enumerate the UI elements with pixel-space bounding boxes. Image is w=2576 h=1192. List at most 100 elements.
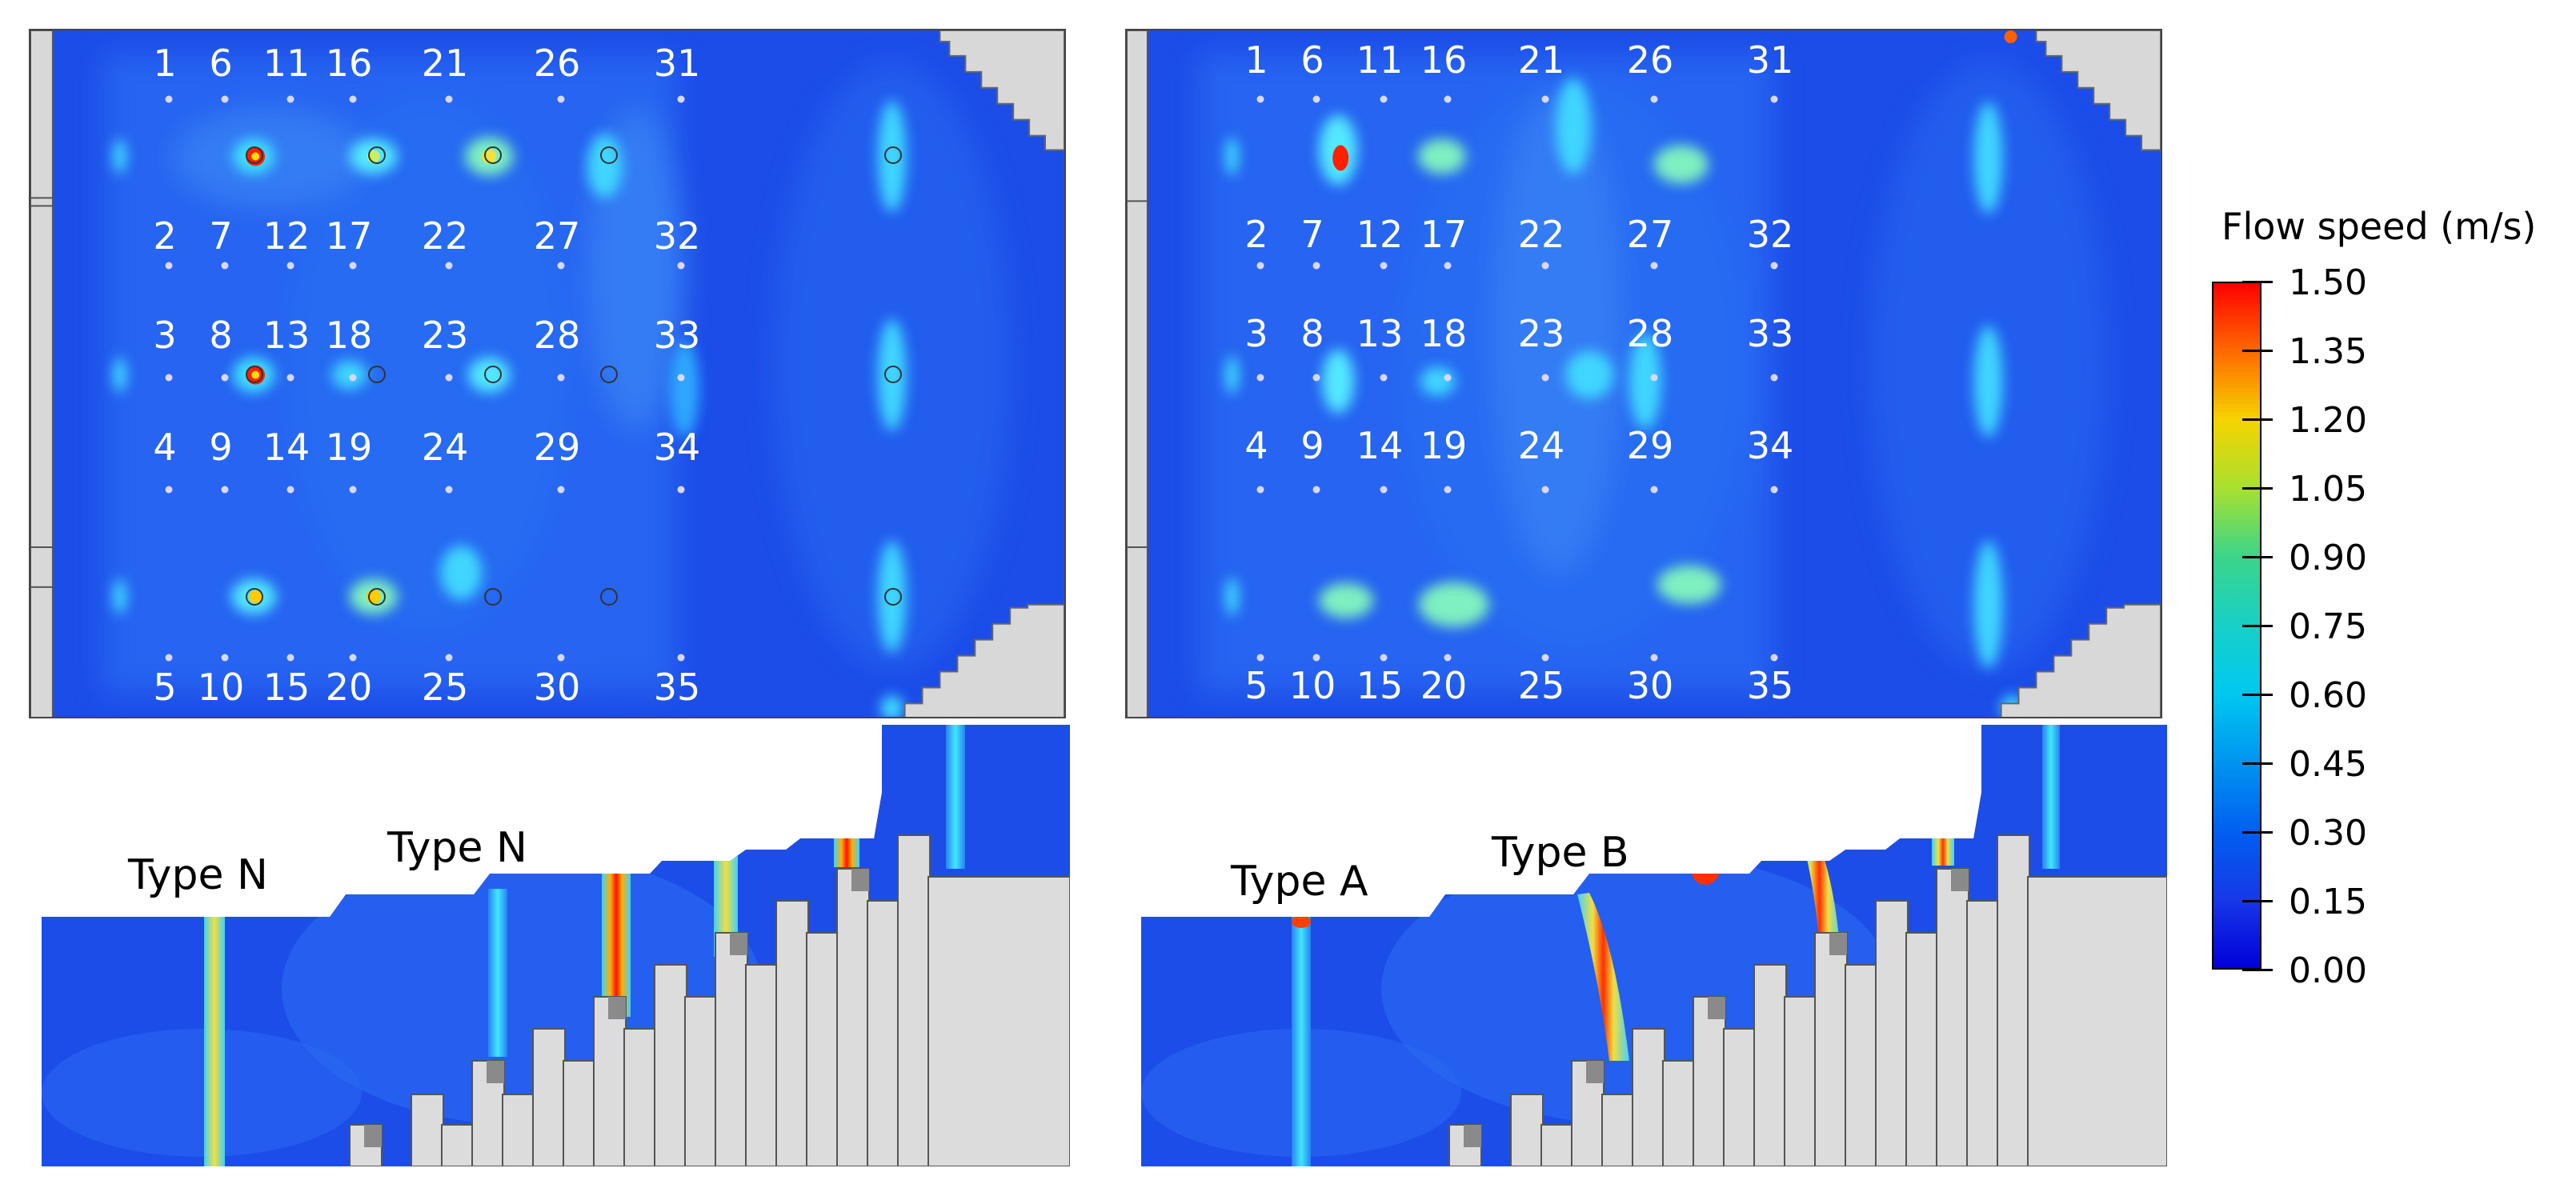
- measurement-point: [165, 654, 173, 662]
- point-label-2: 2: [153, 214, 177, 258]
- measurement-point: [557, 654, 565, 662]
- measurement-point: [1541, 374, 1549, 382]
- jet-outlet-marker: [484, 366, 502, 383]
- point-label-27: 27: [1626, 213, 1674, 256]
- point-label-11: 11: [262, 42, 310, 85]
- measurement-point: [165, 262, 173, 270]
- measurement-point: [1312, 486, 1320, 494]
- jet-outlet-marker: [600, 588, 618, 606]
- point-label-33: 33: [1746, 312, 1794, 355]
- point-label-17: 17: [325, 214, 373, 258]
- measurement-point: [349, 95, 357, 103]
- point-label-18: 18: [1420, 312, 1468, 355]
- point-label-31: 31: [653, 42, 701, 85]
- colorbar-tick-label: 1.05: [2289, 469, 2367, 510]
- measurement-point: [1444, 95, 1452, 103]
- measurement-point: [1312, 374, 1320, 382]
- measurement-point: [557, 486, 565, 494]
- profile-view-right: Type A Type B: [1141, 725, 2168, 1167]
- colorbar-tick-label: 1.35: [2289, 331, 2367, 372]
- colorbar-tick-mark: [2242, 625, 2273, 627]
- measurement-point: [1650, 374, 1658, 382]
- point-label-18: 18: [325, 314, 373, 357]
- measurement-point: [1650, 95, 1658, 103]
- flow-field-profile-left: [42, 725, 1071, 1167]
- measurement-point: [1650, 654, 1658, 662]
- colorbar-tick-mark: [2242, 969, 2273, 971]
- point-label-33: 33: [653, 314, 701, 357]
- measurement-point: [221, 262, 229, 270]
- colorbar-tick-mark: [2242, 487, 2273, 490]
- measurement-point: [677, 95, 685, 103]
- jet-outlet-marker: [246, 146, 263, 164]
- point-label-28: 28: [1626, 312, 1674, 355]
- type-label-right-1: Type A: [1231, 858, 1368, 906]
- point-label-23: 23: [1517, 312, 1565, 355]
- measurement-point: [1541, 262, 1549, 270]
- point-label-30: 30: [1626, 664, 1674, 707]
- colorbar-tick-label: 1.50: [2289, 262, 2367, 303]
- point-label-23: 23: [421, 314, 469, 357]
- measurement-point: [349, 262, 357, 270]
- point-label-12: 12: [1356, 213, 1404, 256]
- colorbar-title: Flow speed (m/s): [2221, 205, 2537, 248]
- point-label-22: 22: [1517, 213, 1565, 256]
- measurement-point: [286, 486, 294, 494]
- measurement-point: [445, 654, 453, 662]
- measurement-point: [1770, 95, 1778, 103]
- jet-outlet-marker: [884, 588, 902, 606]
- measurement-points-left: 1 6 11 16 21 26 31 2 7 12 17 22 27 32 3 8 13 18 23 28 33 4 9 14…: [29, 29, 1066, 718]
- measurement-point: [1380, 95, 1388, 103]
- point-label-25: 25: [1517, 664, 1565, 707]
- jet-outlet-marker: [600, 146, 618, 164]
- point-label-15: 15: [262, 666, 310, 709]
- measurement-point: [1770, 262, 1778, 270]
- colorbar-tick-mark: [2242, 762, 2273, 765]
- colorbar-tick-label: 0.15: [2289, 882, 2367, 922]
- point-label-35: 35: [653, 666, 701, 709]
- point-label-3: 3: [1244, 312, 1268, 355]
- jet-outlet-marker: [368, 146, 386, 164]
- measurement-point: [445, 95, 453, 103]
- point-label-21: 21: [421, 42, 469, 85]
- colorbar-tick-mark: [2242, 556, 2273, 558]
- colorbar-tick-mark: [2242, 900, 2273, 902]
- jet-outlet-marker: [368, 588, 386, 606]
- colorbar-tick-label: 0.45: [2289, 744, 2367, 785]
- point-label-2: 2: [1244, 213, 1268, 256]
- jet-outlet-marker: [368, 366, 386, 383]
- measurement-point: [1770, 374, 1778, 382]
- measurement-point: [1256, 654, 1264, 662]
- measurement-point: [1770, 654, 1778, 662]
- jet-outlet-marker: [884, 366, 902, 383]
- point-label-35: 35: [1746, 664, 1794, 707]
- point-label-5: 5: [153, 666, 177, 709]
- point-label-34: 34: [1746, 424, 1794, 467]
- point-label-15: 15: [1356, 664, 1404, 707]
- point-label-34: 34: [653, 426, 701, 469]
- measurement-point: [1312, 95, 1320, 103]
- measurement-point: [1256, 262, 1264, 270]
- colorbar-tick-mark: [2242, 350, 2273, 352]
- measurement-point: [677, 374, 685, 382]
- measurement-point: [677, 262, 685, 270]
- measurement-point: [1541, 654, 1549, 662]
- plan-view-right: [1125, 29, 2162, 718]
- measurement-point: [1256, 374, 1264, 382]
- measurement-point: [1770, 486, 1778, 494]
- point-label-20: 20: [1420, 664, 1468, 707]
- measurement-point: [221, 374, 229, 382]
- type-label-left-1: Type N: [128, 851, 268, 899]
- colorbar-tick-mark: [2242, 694, 2273, 696]
- point-label-29: 29: [533, 426, 581, 469]
- point-label-14: 14: [1356, 424, 1404, 467]
- measurement-point: [557, 95, 565, 103]
- point-label-5: 5: [1244, 664, 1268, 707]
- point-label-16: 16: [325, 42, 373, 85]
- point-label-25: 25: [421, 666, 469, 709]
- colorbar: Flow speed (m/s) 1.50 1.35 1.20 1.05 0.90 0.7…: [2209, 205, 2576, 991]
- measurement-point: [1380, 486, 1388, 494]
- point-label-8: 8: [1300, 312, 1324, 355]
- point-label-3: 3: [153, 314, 177, 357]
- measurement-point: [286, 374, 294, 382]
